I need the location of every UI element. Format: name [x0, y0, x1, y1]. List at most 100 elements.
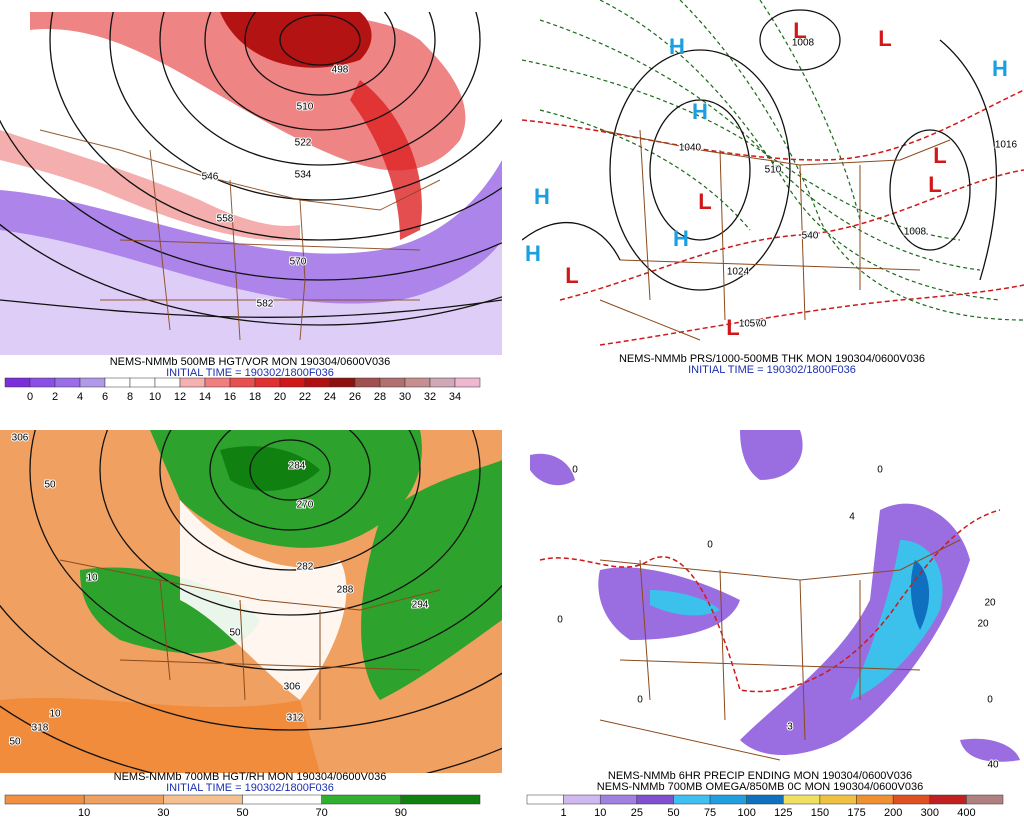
colorbar-segment — [163, 794, 243, 805]
contour-label: 306 — [284, 682, 301, 693]
contour-label: 1008 — [904, 227, 927, 238]
colorbar-label: 25 — [631, 807, 643, 819]
colorbar-label: 32 — [424, 391, 436, 403]
colorbar-label: 14 — [199, 391, 211, 403]
contour-label: 1008 — [792, 38, 815, 49]
high-center: H — [525, 241, 541, 266]
contour-label: 20 — [977, 619, 989, 630]
colorbar-label: 50 — [667, 807, 679, 819]
colorbar-label: 16 — [224, 391, 236, 403]
colorbar-label: 6 — [102, 391, 108, 403]
colorbar-segment — [29, 377, 56, 388]
contour-label: 510 — [765, 165, 782, 176]
caption: INITIAL TIME = 190302/1800F036 — [166, 782, 334, 794]
contour-label: 306 — [12, 433, 29, 444]
colorbar-segment — [254, 377, 281, 388]
colorbar-label: 18 — [249, 391, 261, 403]
contour-label: 1016 — [995, 140, 1018, 151]
colorbar-segment — [673, 794, 711, 805]
vorticity-map — [0, 12, 502, 355]
caption: INITIAL TIME = 190302/1800F036 — [688, 364, 856, 376]
colorbar-segment — [746, 794, 784, 805]
contour-label: 0 — [987, 695, 993, 706]
contour-label: 534 — [295, 170, 312, 181]
colorbar-label: 1 — [561, 807, 567, 819]
contour-label: 50 — [229, 628, 241, 639]
colorbar-label: 26 — [349, 391, 361, 403]
contour-label: 558 — [217, 214, 234, 225]
low-center: L — [928, 172, 941, 197]
colorbar-label: 70 — [316, 807, 328, 819]
colorbar-label: 150 — [811, 807, 829, 819]
colorbar-label: 20 — [274, 391, 286, 403]
caption: NEMS-NMMb 700MB HGT/RH MON 190304/0600V0… — [114, 771, 387, 783]
contour-label: 1040 — [679, 143, 702, 154]
colorbar-label: 10 — [78, 807, 90, 819]
contour-label: 4 — [849, 512, 855, 523]
colorbar-label: 30 — [157, 807, 169, 819]
contour-label: 270 — [297, 500, 314, 511]
colorbar-segment — [329, 377, 356, 388]
contour-label: 570 — [290, 257, 307, 268]
contour-label: 10 — [49, 709, 61, 720]
contour-label: 510 — [297, 102, 314, 113]
contour-label: 282 — [297, 562, 314, 573]
colorbar-label: 75 — [704, 807, 716, 819]
colorbar-label: 300 — [921, 807, 939, 819]
colorbar-label: 400 — [957, 807, 975, 819]
colorbar-segment — [279, 377, 306, 388]
contour-label: 40 — [987, 760, 999, 771]
colorbar-label: 12 — [174, 391, 186, 403]
colorbar-segment — [321, 794, 402, 805]
low-center: L — [933, 143, 946, 168]
colorbar-label: 10 — [149, 391, 161, 403]
colorbar-segment — [379, 377, 406, 388]
contour-label: 312 — [287, 713, 304, 724]
colorbar-label: 34 — [449, 391, 461, 403]
colorbar-label: 30 — [399, 391, 411, 403]
high-center: H — [673, 226, 689, 251]
contour-label: 0 — [707, 540, 713, 551]
colorbar-label: 22 — [299, 391, 311, 403]
colorbar-segment — [4, 794, 85, 805]
contour-label: 0 — [877, 465, 883, 476]
pressure-map — [522, 0, 1024, 348]
colorbar-segment — [599, 794, 638, 805]
low-center: L — [726, 315, 739, 340]
colorbar-label: 24 — [324, 391, 336, 403]
colorbar-segment — [229, 377, 256, 388]
colorbar-segment — [242, 794, 322, 805]
colorbar-segment — [4, 377, 31, 388]
contour-label: 540 — [802, 231, 819, 242]
caption: NEMS-NMMb 700MB OMEGA/850MB 0C MON 19030… — [597, 781, 923, 793]
colorbar-segment — [204, 377, 231, 388]
colorbar-label: 4 — [77, 391, 83, 403]
colorbar-segment — [129, 377, 156, 388]
colorbar-segment — [819, 794, 857, 805]
colorbar-segment — [79, 377, 106, 388]
colorbar-label: 2 — [52, 391, 58, 403]
colorbar-segment — [709, 794, 747, 805]
colorbar-segment — [526, 794, 564, 805]
colorbar-label: 10 — [594, 807, 606, 819]
contour-label: 318 — [32, 723, 49, 734]
colorbar-segment — [783, 794, 821, 805]
low-center: L — [878, 26, 891, 51]
high-center: H — [992, 56, 1008, 81]
colorbar-segment — [856, 794, 894, 805]
colorbar-segment — [404, 377, 431, 388]
low-center: L — [565, 263, 578, 288]
contour-label: 0 — [637, 695, 643, 706]
colorbar-label: 8 — [127, 391, 133, 403]
colorbar-label: 90 — [395, 807, 407, 819]
contour-label: 284 — [289, 461, 306, 472]
contour-label: 546 — [202, 172, 219, 183]
colorbar-label: 100 — [738, 807, 756, 819]
caption: NEMS-NMMb 6HR PRECIP ENDING MON 190304/0… — [608, 770, 912, 782]
colorbar-segment — [636, 794, 674, 805]
colorbar-segment — [966, 794, 1004, 805]
contour-label: 50 — [9, 737, 21, 748]
contour-label: 0 — [572, 465, 578, 476]
high-center: H — [534, 184, 550, 209]
colorbar-segment — [104, 377, 131, 388]
